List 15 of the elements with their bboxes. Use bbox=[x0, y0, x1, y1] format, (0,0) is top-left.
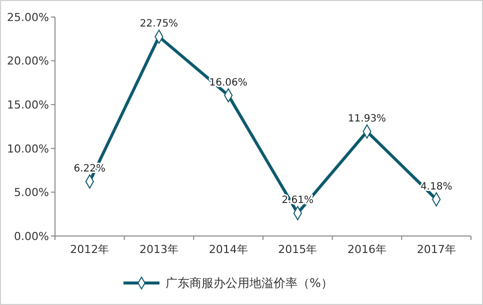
x-tick-label: 2012年 bbox=[70, 243, 110, 256]
data-label: 22.75% bbox=[140, 18, 178, 30]
x-tick-label: 2017年 bbox=[416, 243, 456, 256]
x-tick-label: 2016年 bbox=[348, 243, 386, 256]
y-tick-label: 10.00% bbox=[7, 142, 49, 156]
legend-label: 广东商服办公用地溢价率（%） bbox=[166, 276, 333, 290]
y-tick-label: 15.00% bbox=[7, 98, 49, 112]
x-tick-label: 2015年 bbox=[278, 243, 318, 256]
y-tick-label: 5.00% bbox=[14, 186, 49, 200]
data-label: 11.93% bbox=[348, 113, 386, 124]
y-tick-label: 0.00% bbox=[14, 230, 49, 243]
x-tick-label: 2013年 bbox=[140, 243, 178, 256]
y-tick-label: 20.00% bbox=[7, 54, 49, 68]
x-tick-label: 2014年 bbox=[208, 243, 248, 256]
y-tick-label: 25.00% bbox=[7, 10, 49, 24]
